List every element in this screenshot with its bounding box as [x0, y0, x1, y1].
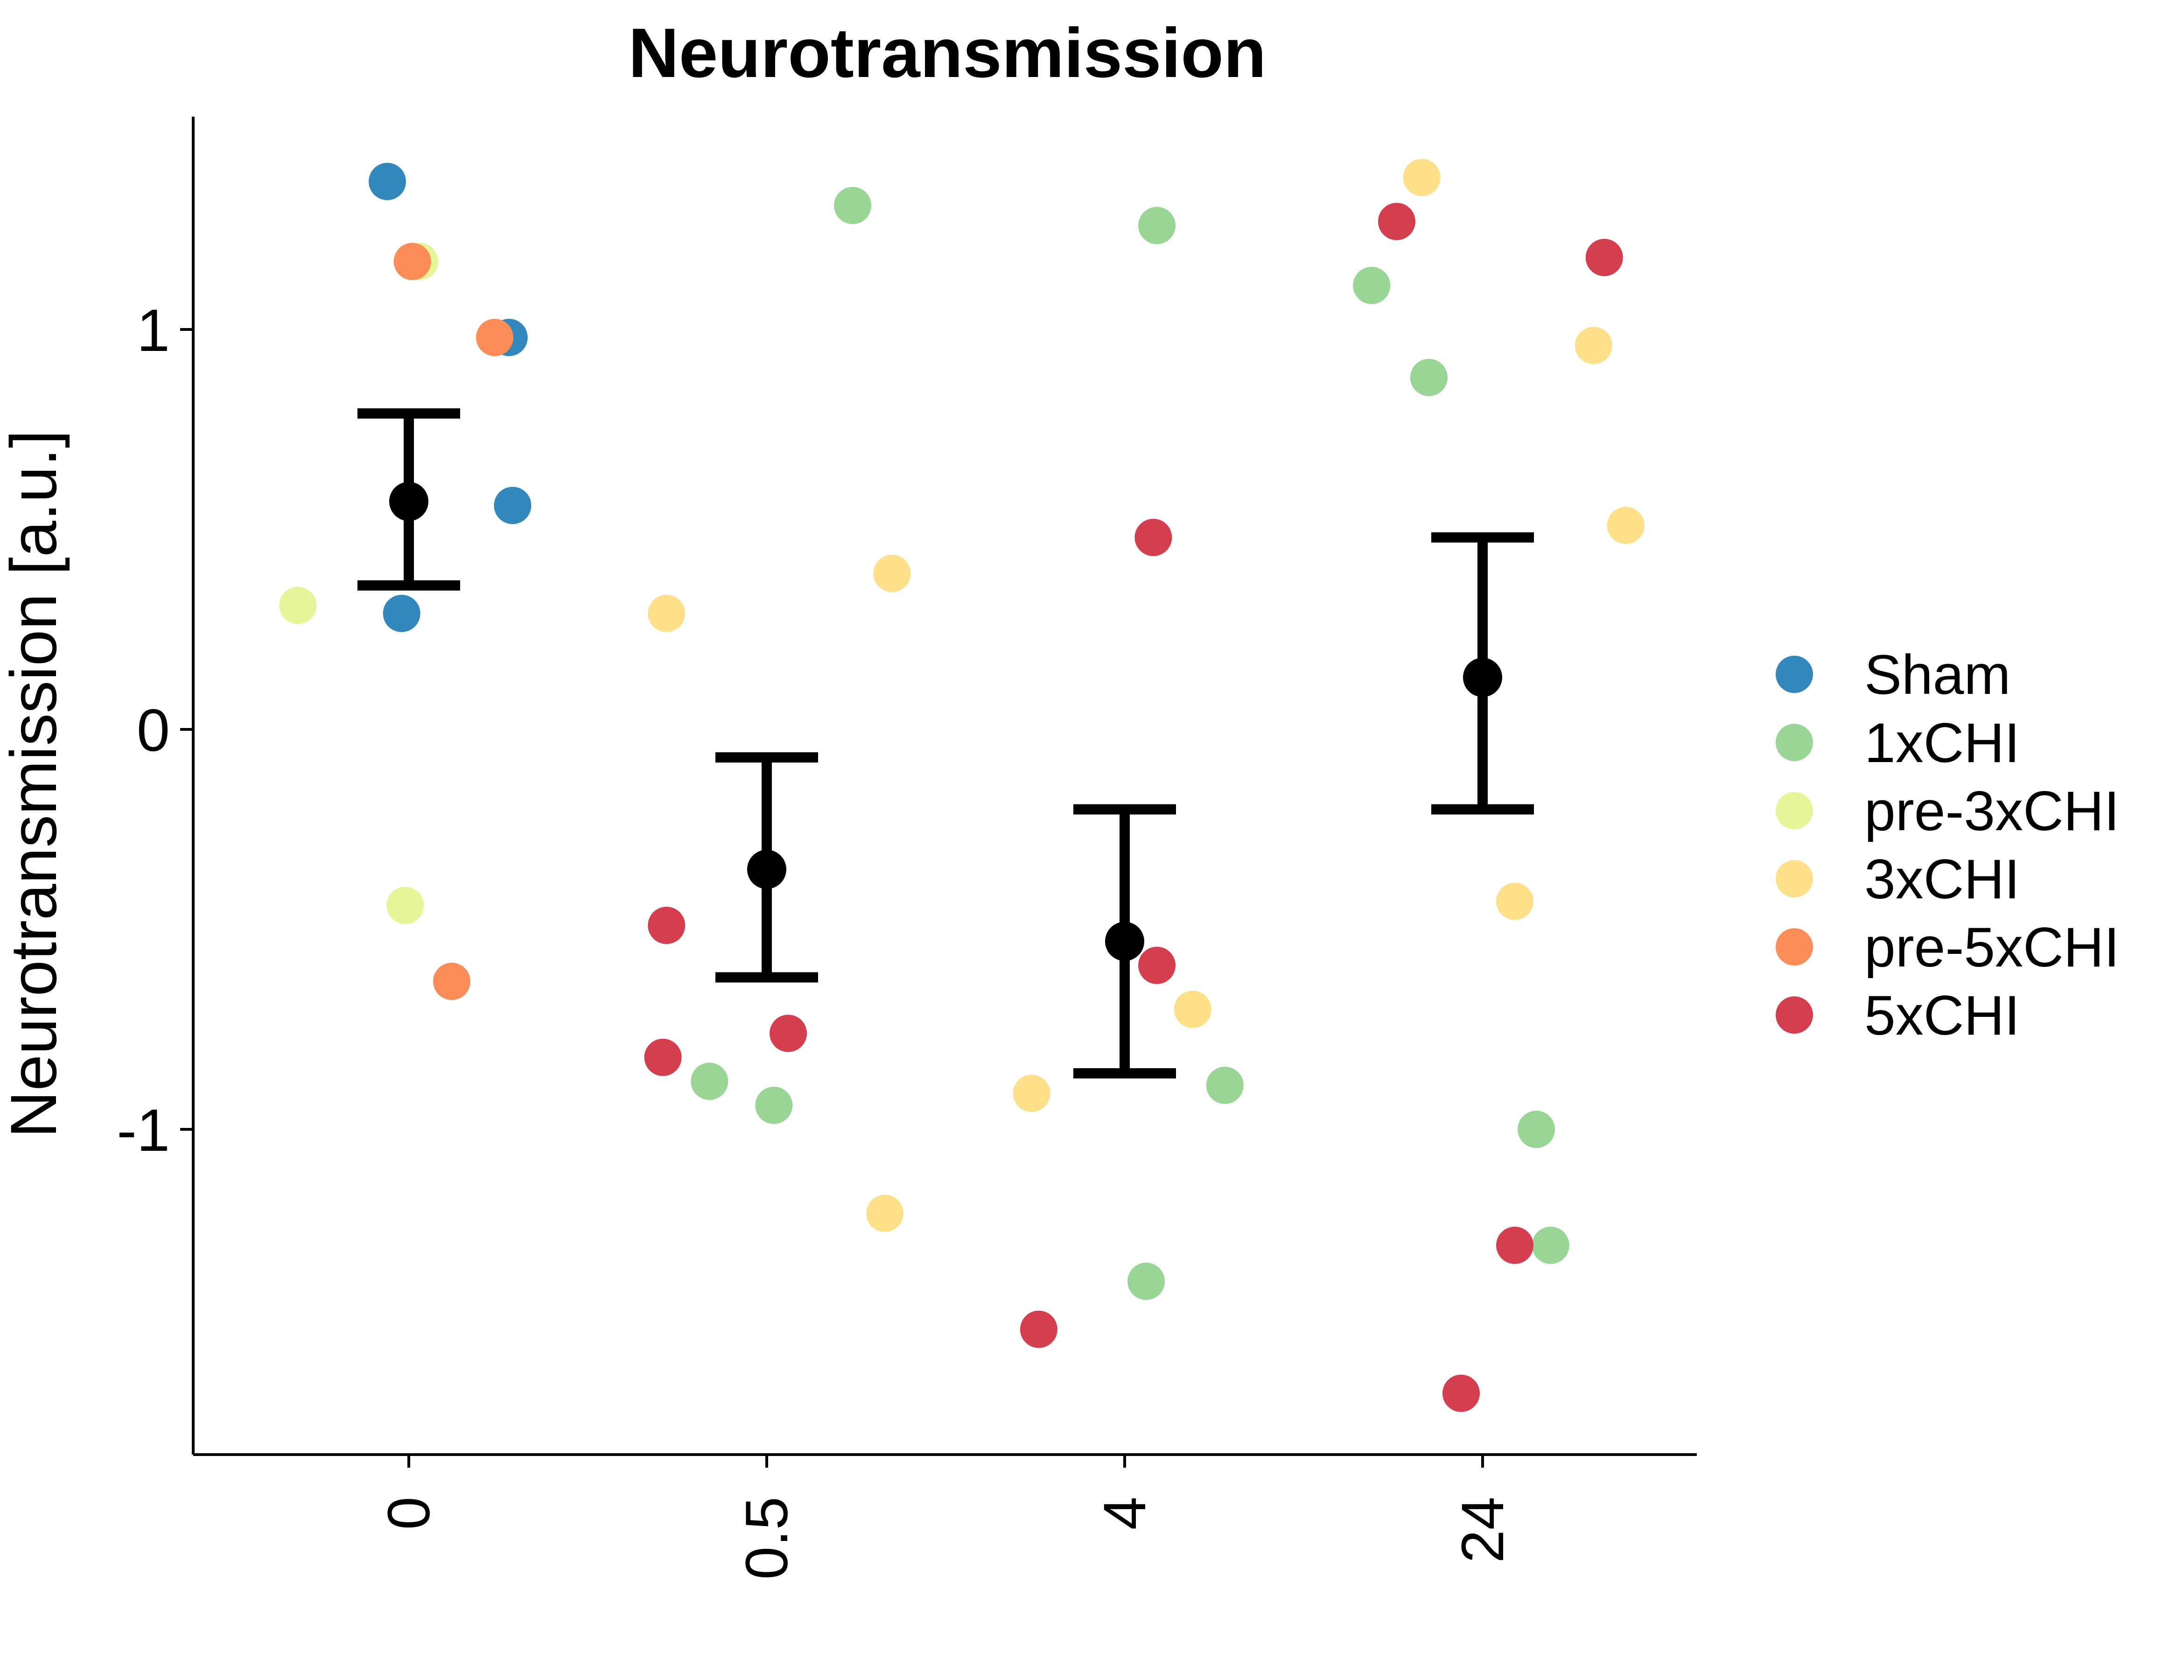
y-tick-label: 0: [137, 697, 170, 764]
point-5xchi: [644, 1038, 682, 1076]
point-1xchi: [1206, 1066, 1244, 1104]
point-3xchi: [866, 1194, 904, 1232]
point-pre-5xchi: [476, 319, 514, 357]
point-pre-3xchi: [279, 587, 317, 624]
point-3xchi: [873, 554, 911, 592]
mean-point: [389, 482, 428, 521]
data-points: [279, 159, 1645, 1412]
legend-item: 3xCHI: [1776, 848, 2020, 910]
x-tick-label: 0.5: [734, 1497, 800, 1580]
legend-label: pre-3xCHI: [1864, 780, 2120, 842]
point-1xchi: [755, 1086, 793, 1124]
point-1xchi: [834, 187, 872, 224]
point-sham: [494, 487, 532, 525]
point-5xchi: [1378, 203, 1415, 240]
point-3xchi: [648, 595, 686, 632]
point-5xchi: [1585, 238, 1623, 276]
legend-label: Sham: [1864, 644, 2010, 706]
point-3xchi: [1575, 327, 1612, 364]
point-1xchi: [691, 1063, 728, 1100]
point-3xchi: [1496, 882, 1534, 920]
legend-swatch: [1776, 656, 1813, 693]
point-1xchi: [1127, 1262, 1165, 1300]
legend-swatch: [1776, 996, 1813, 1034]
y-tick-label: -1: [117, 1097, 170, 1164]
error-bar-4: [1073, 804, 1176, 1079]
legend-label: 5xCHI: [1864, 984, 2020, 1047]
point-1xchi: [1138, 207, 1176, 245]
x-tick-label: 24: [1449, 1497, 1516, 1563]
point-3xchi: [1607, 506, 1645, 544]
legend-swatch: [1776, 724, 1813, 761]
point-sham: [368, 162, 406, 200]
mean-point: [747, 849, 786, 889]
legend-item: pre-3xCHI: [1776, 780, 2120, 842]
point-5xchi: [1134, 518, 1172, 556]
mean-point: [1463, 658, 1502, 697]
point-1xchi: [1532, 1226, 1569, 1264]
x-axis-ticks: 0 0.5 4 24: [376, 1455, 1516, 1580]
point-3xchi: [1013, 1074, 1050, 1112]
legend-item: Sham: [1776, 644, 2010, 706]
legend-swatch: [1776, 928, 1813, 966]
point-5xchi: [1442, 1374, 1480, 1412]
point-1xchi: [1353, 266, 1391, 304]
point-5xchi: [770, 1015, 807, 1052]
chart-title: Neurotransmission: [629, 14, 1267, 92]
y-axis-ticks: 1 0 -1: [117, 297, 193, 1164]
error-bar-0.5: [715, 752, 818, 983]
point-1xchi: [1518, 1111, 1555, 1148]
legend-label: 1xCHI: [1864, 712, 2020, 774]
point-1xchi: [1410, 358, 1448, 396]
legend-item: 5xCHI: [1776, 984, 2020, 1047]
y-tick-label: 1: [137, 297, 170, 364]
x-tick-label: 0: [376, 1497, 442, 1530]
point-pre-3xchi: [386, 887, 424, 924]
legend-swatch: [1776, 792, 1813, 829]
legend-item: 1xCHI: [1776, 712, 2020, 774]
x-tick-label: 4: [1092, 1497, 1158, 1530]
point-5xchi: [1496, 1226, 1534, 1264]
mean-error-bars: [357, 408, 1534, 1079]
point-pre-5xchi: [393, 243, 431, 280]
error-bar-0: [357, 408, 460, 591]
y-axis-label: Neurotransmission [a.u.]: [0, 430, 70, 1138]
mean-point: [1105, 922, 1144, 961]
legend-label: pre-5xCHI: [1864, 916, 2120, 979]
point-3xchi: [1403, 159, 1441, 196]
point-3xchi: [1174, 990, 1211, 1028]
legend-item: pre-5xCHI: [1776, 916, 2120, 979]
legend-swatch: [1776, 860, 1813, 897]
point-sham: [383, 595, 420, 632]
error-bar-24: [1431, 532, 1534, 815]
point-5xchi: [648, 906, 686, 944]
point-5xchi: [1020, 1310, 1057, 1348]
point-5xchi: [1138, 946, 1176, 984]
legend-label: 3xCHI: [1864, 848, 2020, 910]
point-pre-5xchi: [433, 962, 471, 1000]
